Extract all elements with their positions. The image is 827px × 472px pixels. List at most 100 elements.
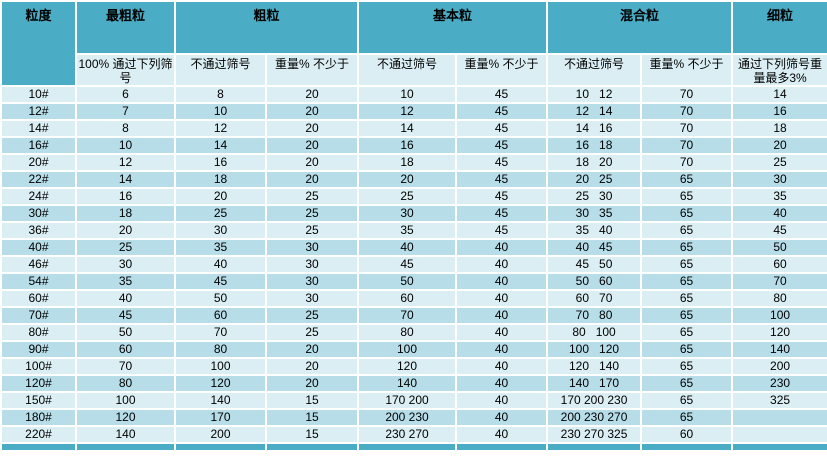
data-cell: 65 xyxy=(640,255,734,274)
data-cell: 40 xyxy=(455,374,549,393)
subheader-fine-pass-weight-max: 通过下列筛号重量最多3% xyxy=(731,53,827,87)
data-cell: 120 xyxy=(174,374,267,393)
table-row: 20# 12 16 20 18 45 18 20 70 25 xyxy=(0,153,827,172)
data-cell: 100 xyxy=(75,391,176,410)
data-cell: 45 50 xyxy=(546,255,643,274)
data-cell: 8 xyxy=(75,119,176,138)
data-cell: 65 xyxy=(640,187,734,206)
data-cell: 20 xyxy=(264,374,360,393)
data-cell: 25 30 xyxy=(546,187,643,206)
data-cell xyxy=(731,408,827,427)
footer-cell xyxy=(264,442,360,452)
data-cell: 20 25 xyxy=(546,170,643,189)
row-label-grit: 70# xyxy=(0,306,77,325)
data-cell: 100 xyxy=(357,340,458,359)
table-row: 90# 60 80 20 100 40 100 120 65 140 xyxy=(0,340,827,359)
row-label-grit: 12# xyxy=(0,102,77,121)
row-label-grit: 10# xyxy=(0,85,77,104)
data-cell: 100 120 xyxy=(546,340,643,359)
data-cell: 40 xyxy=(174,255,267,274)
data-cell: 18 20 xyxy=(546,153,643,172)
data-cell: 50 xyxy=(357,272,458,291)
data-cell: 25 xyxy=(264,306,360,325)
data-cell: 70 xyxy=(174,323,267,342)
table-row: 10# 6 8 20 10 45 10 12 70 14 xyxy=(0,85,827,104)
row-label-grit: 24# xyxy=(0,187,77,206)
table-row: 54# 35 45 30 50 40 50 60 65 70 xyxy=(0,272,827,291)
data-cell: 70 80 xyxy=(546,306,643,325)
table-body: 10# 6 8 20 10 45 10 12 70 14 12# 7 10 20 12 45 12 14 70 1… xyxy=(0,85,827,444)
data-cell: 40 xyxy=(731,204,827,223)
footer-row xyxy=(0,442,827,452)
data-cell: 230 270 xyxy=(357,425,458,444)
footer-cell xyxy=(640,442,734,452)
table-row: 24# 16 20 25 25 45 25 30 65 35 xyxy=(0,187,827,206)
data-cell: 65 xyxy=(640,306,734,325)
row-label-grit: 60# xyxy=(0,289,77,308)
data-cell: 200 xyxy=(731,357,827,376)
data-cell: 30 xyxy=(357,204,458,223)
data-cell: 20 xyxy=(264,357,360,376)
data-cell: 7 xyxy=(75,102,176,121)
data-cell: 40 xyxy=(455,255,549,274)
data-cell: 40 xyxy=(75,289,176,308)
table-row: 180# 120 170 15 200 230 40 200 230 270 65 xyxy=(0,408,827,427)
data-cell: 15 xyxy=(264,408,360,427)
data-cell: 45 xyxy=(174,272,267,291)
group-header-coarsest-grain: 最粗粒 xyxy=(75,0,176,55)
data-cell: 20 xyxy=(264,85,360,104)
table-header: 粒度 最粗粒 粗粒 基本粒 混合粒 细粒 100% 通过下列筛号 不通过筛号 重… xyxy=(0,0,827,87)
data-cell: 12 xyxy=(174,119,267,138)
subheader-mixed-no-pass-sieve: 不通过筛号 xyxy=(546,53,643,87)
data-cell: 25 xyxy=(264,221,360,240)
data-cell: 10 12 xyxy=(546,85,643,104)
data-cell: 40 xyxy=(455,357,549,376)
data-cell: 8 xyxy=(174,85,267,104)
data-cell xyxy=(731,425,827,444)
table-row: 80# 50 70 25 80 40 80 100 65 120 xyxy=(0,323,827,342)
data-cell: 40 xyxy=(455,238,549,257)
data-cell: 70 xyxy=(640,102,734,121)
data-cell: 14 16 xyxy=(546,119,643,138)
footer-cell xyxy=(455,442,549,452)
data-cell: 70 xyxy=(731,272,827,291)
data-cell: 60 xyxy=(731,255,827,274)
data-cell: 40 xyxy=(357,238,458,257)
data-cell: 15 xyxy=(264,391,360,410)
data-cell: 25 xyxy=(174,204,267,223)
data-cell: 120 xyxy=(731,323,827,342)
data-cell: 20 xyxy=(357,170,458,189)
data-cell: 20 xyxy=(731,136,827,155)
data-cell: 14 xyxy=(357,119,458,138)
data-cell: 30 xyxy=(174,221,267,240)
data-cell: 40 xyxy=(455,391,549,410)
group-header-coarse-grain: 粗粒 xyxy=(173,0,360,55)
data-cell: 50 xyxy=(75,323,176,342)
data-cell: 18 xyxy=(75,204,176,223)
data-cell: 25 xyxy=(264,187,360,206)
sub-header-row: 100% 通过下列筛号 不通过筛号 重量% 不少于 不通过筛号 重量% 不少于 … xyxy=(1,53,827,87)
data-cell: 10 xyxy=(357,85,458,104)
data-cell: 200 230 270 xyxy=(546,408,643,427)
subheader-basic-weight-min: 重量% 不少于 xyxy=(455,53,549,87)
data-cell: 14 xyxy=(731,85,827,104)
data-cell: 30 xyxy=(264,272,360,291)
data-cell: 20 xyxy=(264,340,360,359)
data-cell: 100 xyxy=(174,357,267,376)
data-cell: 45 xyxy=(455,187,549,206)
data-cell: 40 xyxy=(455,323,549,342)
data-cell: 70 xyxy=(640,85,734,104)
subheader-basic-no-pass-sieve: 不通过筛号 xyxy=(357,53,458,87)
data-cell: 25 xyxy=(264,204,360,223)
data-cell: 16 xyxy=(357,136,458,155)
data-cell: 30 xyxy=(264,238,360,257)
data-cell: 60 xyxy=(357,289,458,308)
data-cell: 45 xyxy=(455,170,549,189)
data-cell: 45 xyxy=(455,136,549,155)
data-cell: 16 18 xyxy=(546,136,643,155)
data-cell: 12 14 xyxy=(546,102,643,121)
data-cell: 70 xyxy=(640,153,734,172)
data-cell: 35 xyxy=(731,187,827,206)
row-label-grit: 54# xyxy=(0,272,77,291)
data-cell: 20 xyxy=(264,170,360,189)
